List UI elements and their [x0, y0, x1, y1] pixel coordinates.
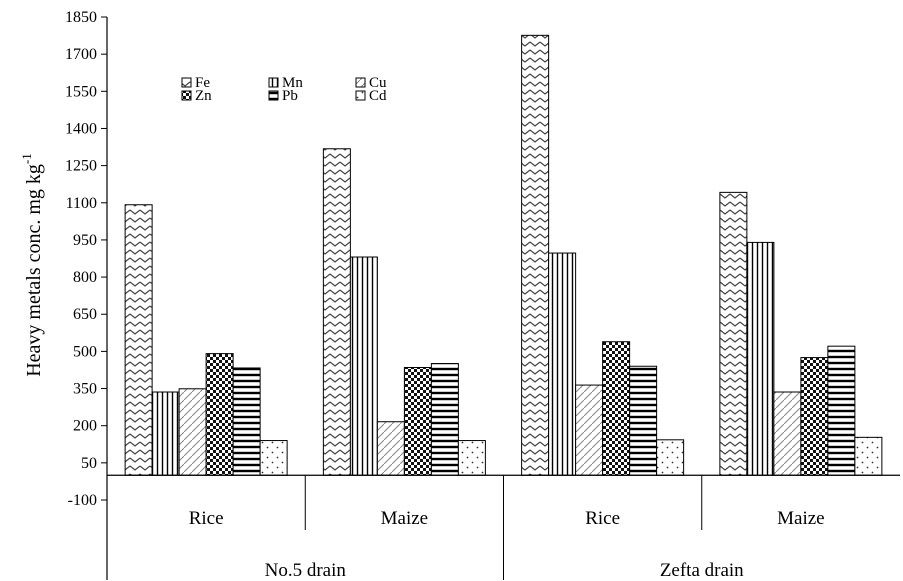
bar-mn-3 [548, 252, 577, 476]
x-group-label: No.5 drain [265, 560, 347, 581]
bar-cd-3 [656, 439, 685, 476]
legend-label-mn: Mn [282, 75, 303, 91]
legend-label-cu: Cu [369, 75, 387, 91]
y-tick-label: 1250 [65, 158, 97, 175]
y-axis-label: Heavy metals conc. mg kg-1 [19, 153, 45, 377]
bar-cu-1 [178, 388, 207, 476]
y-axis-label-text: Heavy metals conc. mg kg [23, 164, 45, 377]
x-group-label: Zefta drain [660, 560, 744, 581]
bar-fe-4 [719, 191, 748, 476]
x-category-label: Rice [189, 508, 224, 529]
bar-zn-2 [403, 366, 432, 476]
bar-cu-3 [575, 384, 604, 476]
y-tick-label: -100 [68, 492, 97, 509]
bar-pb-2 [430, 363, 459, 476]
legend-swatch-pb [268, 90, 279, 101]
legend-swatch-zn [181, 90, 192, 101]
y-tick-label: 950 [73, 232, 97, 249]
legend-swatch-cd [355, 90, 366, 101]
bar-cu-2 [376, 421, 405, 476]
bar-zn-4 [800, 357, 829, 476]
bar-fe-2 [322, 148, 351, 476]
bars [124, 34, 883, 476]
bar-cd-1 [259, 440, 288, 476]
x-category-label: Maize [777, 508, 824, 529]
bar-fe-3 [521, 34, 550, 476]
bar-mn-2 [349, 256, 378, 476]
bar-mn-4 [746, 241, 775, 476]
bar-cd-2 [457, 440, 486, 476]
y-tick-label: 1400 [65, 120, 97, 137]
y-axis: -100 50 200 350 500 650 800 950 1100 1250 1400 1550… [65, 9, 108, 580]
y-tick-label: 1550 [65, 83, 97, 100]
bar-cd-4 [854, 436, 883, 476]
legend-swatch-cu [355, 77, 366, 88]
bar-zn-3 [602, 341, 631, 476]
legend-swatch-fe [181, 77, 192, 88]
x-category-label: Maize [381, 508, 428, 529]
y-tick-label: 1700 [65, 46, 97, 63]
legend-label-fe: Fe [195, 75, 210, 91]
bar-mn-1 [151, 391, 180, 476]
bar-zn-1 [205, 353, 234, 476]
y-tick-label: 800 [73, 269, 97, 286]
legend-label-pb: Pb [282, 88, 298, 104]
x-axis: Rice Maize Rice Maize No.5 drain Zefta drain [107, 474, 900, 581]
bar-cu-4 [773, 391, 802, 476]
y-axis-label-superscript: -1 [19, 153, 34, 164]
x-category-label: Rice [585, 508, 620, 529]
legend-label-cd: Cd [369, 88, 387, 104]
legend: Fe Mn Cu Zn Pb Cd [181, 75, 387, 104]
bar-fe-1 [124, 204, 153, 476]
bar-pb-1 [232, 367, 261, 476]
bar-pb-3 [629, 365, 658, 476]
legend-swatch-mn [268, 77, 279, 88]
legend-label-zn: Zn [195, 88, 212, 104]
y-tick-label: 200 [73, 418, 97, 435]
y-tick-label: 350 [73, 381, 97, 398]
y-tick-label: 650 [73, 306, 97, 323]
y-tick-label: 1100 [66, 195, 97, 212]
bar-pb-4 [827, 345, 856, 476]
y-tick-label: 50 [81, 455, 97, 472]
y-tick-label: 500 [73, 343, 97, 360]
y-tick-label: 1850 [65, 9, 97, 26]
